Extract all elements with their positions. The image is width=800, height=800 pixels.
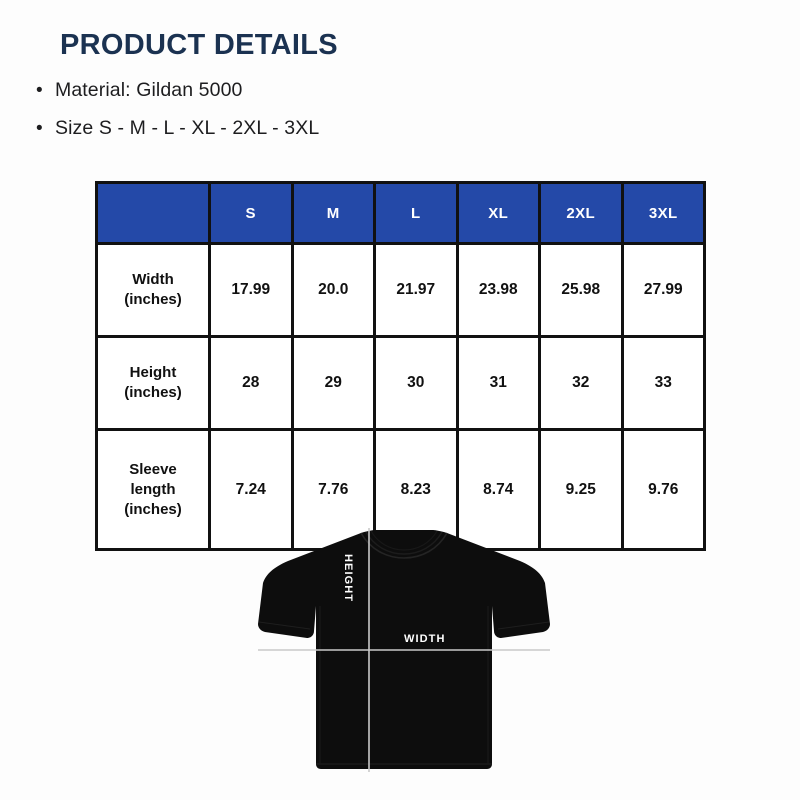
row-header-line1: Width xyxy=(132,271,174,288)
table-corner-cell xyxy=(95,181,211,245)
list-item: • Size S - M - L - XL - 2XL - 3XL xyxy=(36,115,596,142)
column-header-xl: XL xyxy=(455,181,541,245)
cell-height-s: 28 xyxy=(208,335,294,431)
row-header-line3: (inches) xyxy=(124,500,182,518)
column-header-3xl: 3XL xyxy=(620,181,706,245)
bullet-icon: • xyxy=(36,118,43,139)
column-header-2xl: 2XL xyxy=(538,181,624,245)
row-header-line1: Sleeve xyxy=(129,460,177,478)
tshirt-icon xyxy=(258,528,550,772)
list-item: • Material: Gildan 5000 xyxy=(36,77,596,104)
row-header-line2: length xyxy=(130,480,176,498)
row-header-width: Width (inches) xyxy=(95,242,211,338)
column-header-s: S xyxy=(208,181,294,245)
size-chart-table: S M L XL 2XL 3XL Width (inches) 17.99 20… xyxy=(95,181,706,551)
column-header-l: L xyxy=(373,181,459,245)
bullet-icon: • xyxy=(36,80,43,101)
cell-width-s: 17.99 xyxy=(208,242,294,338)
product-details-list: • Material: Gildan 5000 • Size S - M - L… xyxy=(36,77,596,153)
table-row: Width (inches) 17.99 20.0 21.97 23.98 25… xyxy=(95,242,706,338)
cell-sleeve-3xl: 9.76 xyxy=(620,428,706,551)
column-header-m: M xyxy=(290,181,376,245)
width-measure-label: WIDTH xyxy=(404,633,446,645)
table-row: Height (inches) 28 29 30 31 32 33 xyxy=(95,335,706,431)
cell-sleeve-s: 7.24 xyxy=(208,428,294,551)
list-item-label: Size S - M - L - XL - 2XL - 3XL xyxy=(55,117,320,139)
cell-height-3xl: 33 xyxy=(620,335,706,431)
cell-width-xl: 23.98 xyxy=(455,242,541,338)
cell-height-l: 30 xyxy=(373,335,459,431)
cell-width-l: 21.97 xyxy=(373,242,459,338)
cell-width-m: 20.0 xyxy=(290,242,376,338)
row-header-height: Height (inches) xyxy=(95,335,211,431)
list-item-label: Material: Gildan 5000 xyxy=(55,79,243,101)
page-title: PRODUCT DETAILS xyxy=(60,29,338,61)
cell-sleeve-2xl: 9.25 xyxy=(538,428,624,551)
cell-height-2xl: 32 xyxy=(538,335,624,431)
row-header-line2: (inches) xyxy=(124,384,182,401)
table-row: Sleeve length (inches) 7.24 7.76 8.23 8.… xyxy=(95,428,706,551)
table-header-row: S M L XL 2XL 3XL xyxy=(95,181,706,245)
cell-sleeve-m: 7.76 xyxy=(290,428,376,551)
cell-height-xl: 31 xyxy=(455,335,541,431)
tshirt-measurement-diagram: HEIGHT WIDTH xyxy=(258,528,550,772)
height-measure-label: HEIGHT xyxy=(342,554,354,603)
row-header-line1: Height xyxy=(129,364,177,381)
cell-width-3xl: 27.99 xyxy=(620,242,706,338)
row-header-line2: (inches) xyxy=(124,291,182,308)
row-header-sleeve-length: Sleeve length (inches) xyxy=(95,428,211,551)
cell-height-m: 29 xyxy=(290,335,376,431)
cell-sleeve-xl: 8.74 xyxy=(455,428,541,551)
cell-width-2xl: 25.98 xyxy=(538,242,624,338)
